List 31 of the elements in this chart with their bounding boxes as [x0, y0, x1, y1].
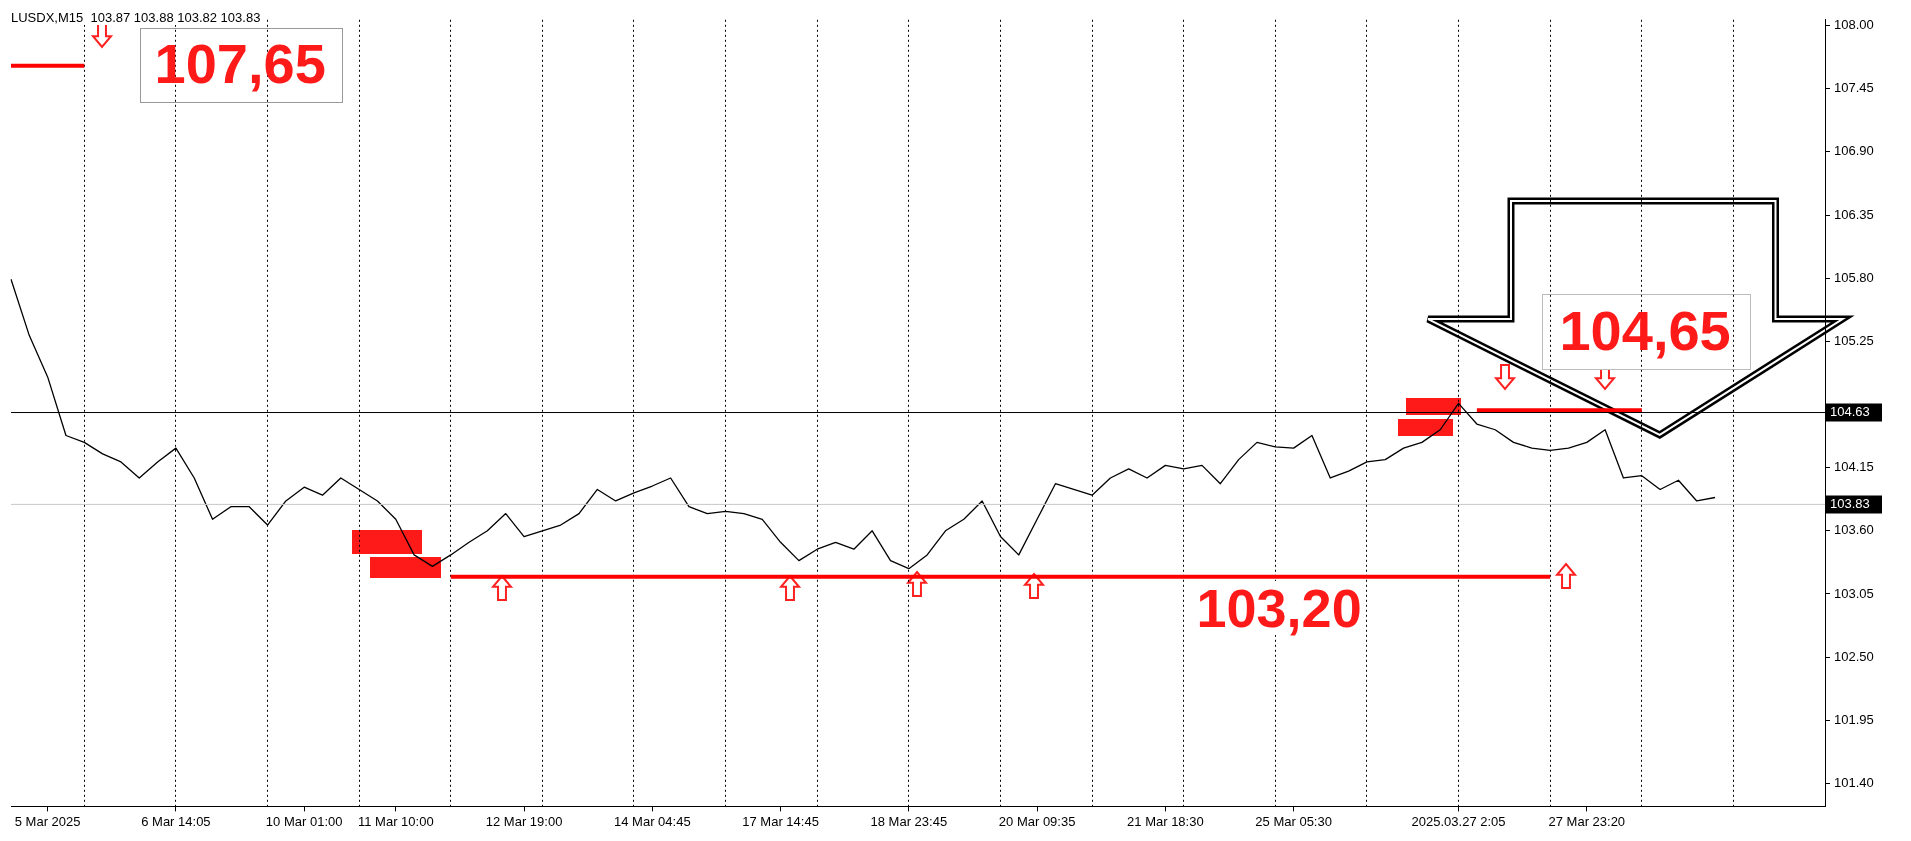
y-tick-label: 105.25: [1834, 332, 1874, 348]
x-tick-label: 2025.03.27 2:05: [1411, 813, 1506, 829]
y-tick-label: 102.50: [1834, 648, 1874, 664]
y-tick-label: 108.00: [1834, 17, 1874, 33]
x-tick-label: 21 Mar 18:30: [1127, 813, 1204, 829]
y-tick-label: 101.40: [1834, 775, 1874, 791]
x-tick-label: 20 Mar 09:35: [998, 813, 1076, 829]
x-tick-label: 14 Mar 04:45: [614, 813, 691, 829]
x-tick-label: 6 Mar 14:05: [141, 813, 211, 829]
x-tick-label: 5 Mar 2025: [14, 813, 81, 829]
annotation: 103,20: [1196, 577, 1362, 638]
y-tick-label: 101.95: [1834, 711, 1874, 727]
x-tick-label: 17 Mar 14:45: [742, 813, 819, 829]
x-tick-label: 25 Mar 05:30: [1255, 813, 1332, 829]
x-tick-label: 27 Mar 23:20: [1548, 813, 1626, 829]
y-tick-label: 106.35: [1834, 206, 1874, 222]
y-tick-label: 103.60: [1834, 522, 1874, 538]
x-tick-label: 18 Mar 23:45: [870, 813, 948, 829]
x-tick-label: 11 Mar 10:00: [357, 813, 434, 829]
x-tick-label: 12 Mar 19:00: [485, 813, 563, 829]
annotation: 107,65: [154, 32, 326, 96]
x-tick-label: 10 Mar 01:00: [265, 813, 343, 829]
annotation: LUSDX,M15 103.87 103.88 103.82 103.83: [11, 10, 261, 25]
y-tick-label: 105.80: [1834, 269, 1874, 285]
ref-line-label: 104.63: [1830, 404, 1870, 420]
annotation: 104,65: [1559, 299, 1731, 363]
ref-line-label: 103.83: [1830, 495, 1870, 511]
y-tick-label: 106.90: [1834, 143, 1874, 159]
y-tick-label: 103.05: [1834, 585, 1874, 601]
y-tick-label: 104.15: [1834, 459, 1874, 475]
y-tick-label: 107.45: [1834, 80, 1874, 96]
